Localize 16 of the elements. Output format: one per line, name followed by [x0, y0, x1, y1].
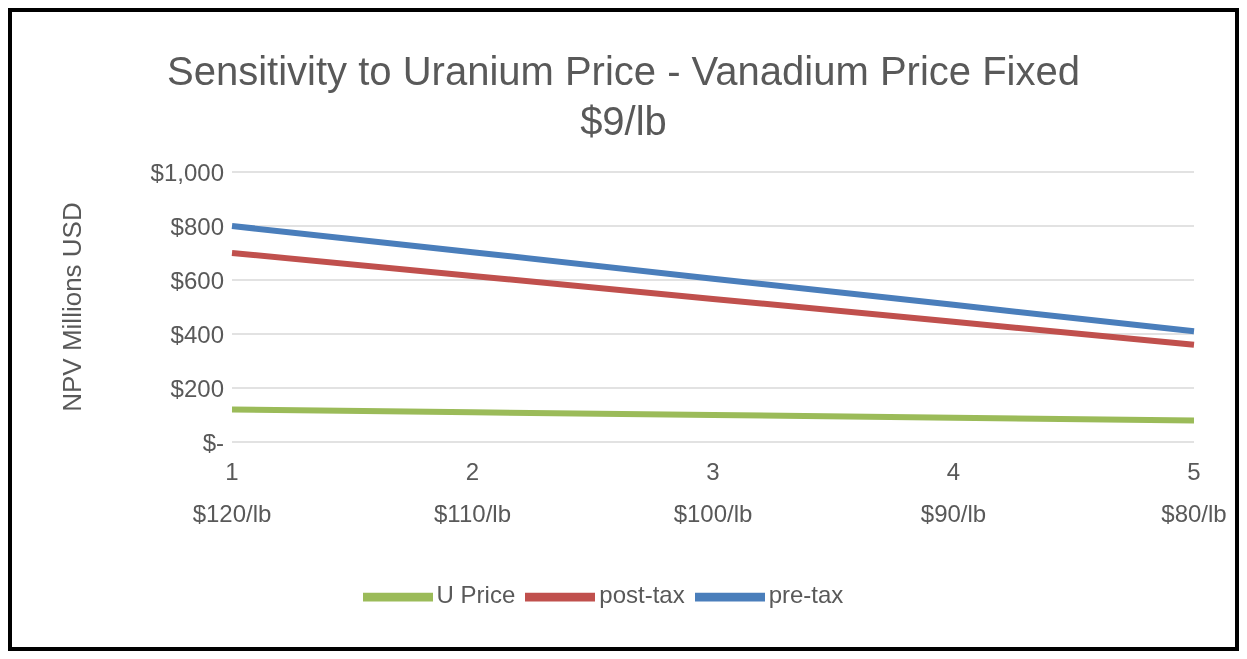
- chart-title: Sensitivity to Uranium Price - Vanadium Price Fixed $9/lb: [166, 48, 1081, 145]
- x-tick-label: 1 $120/lb: [192, 458, 272, 527]
- x-tick-label: 4 $90/lb: [920, 458, 987, 527]
- x-tick-label: 2 $110/lb: [434, 458, 511, 527]
- legend-label: U Price: [436, 581, 516, 609]
- legend-label: post-tax: [599, 581, 685, 609]
- y-tick-label: $-: [202, 428, 224, 456]
- y-tick-label: $400: [170, 320, 224, 348]
- y-tick-label: $200: [170, 374, 224, 402]
- legend-label: pre-tax: [768, 581, 844, 609]
- y-axis-title: NPV Millions USD: [57, 202, 88, 412]
- y-tick-label: $800: [170, 212, 224, 240]
- x-tick-label: 5 $80/lb: [1161, 458, 1227, 527]
- y-tick-label: $1,000: [150, 158, 224, 186]
- x-tick-label: 3 $100/lb: [673, 458, 753, 527]
- y-tick-label: $600: [170, 266, 224, 294]
